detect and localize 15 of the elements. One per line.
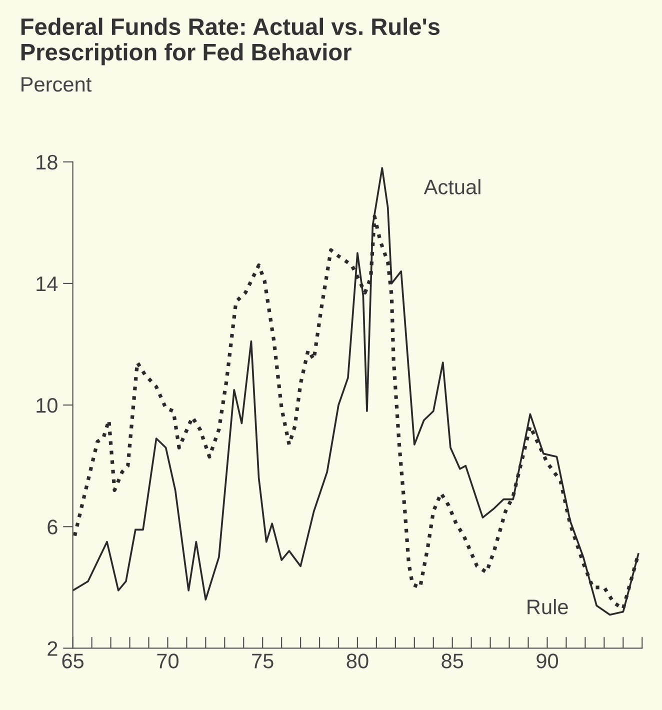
- y-tick-label: 14: [36, 276, 58, 292]
- chart-title: Federal Funds Rate: Actual vs. Rule's Prescription for Fed Behavior: [21, 18, 440, 66]
- y-tick-label: 10: [36, 398, 58, 413]
- y-tick-label: 6: [48, 520, 58, 534]
- x-tick-label: 75: [252, 654, 274, 668]
- x-tick-label: 85: [442, 654, 464, 668]
- x-tick-label: 90: [536, 654, 558, 668]
- y-tick-label: 2: [48, 641, 58, 656]
- y-axis-title: Percent: [22, 77, 92, 92]
- series-label: Rule: [528, 599, 568, 614]
- series-label: Actual: [424, 179, 480, 194]
- x-tick-label: 70: [157, 654, 178, 668]
- y-tick-label: 18: [36, 154, 58, 170]
- x-tick-label: 80: [346, 654, 368, 668]
- x-tick-label: 65: [62, 654, 84, 668]
